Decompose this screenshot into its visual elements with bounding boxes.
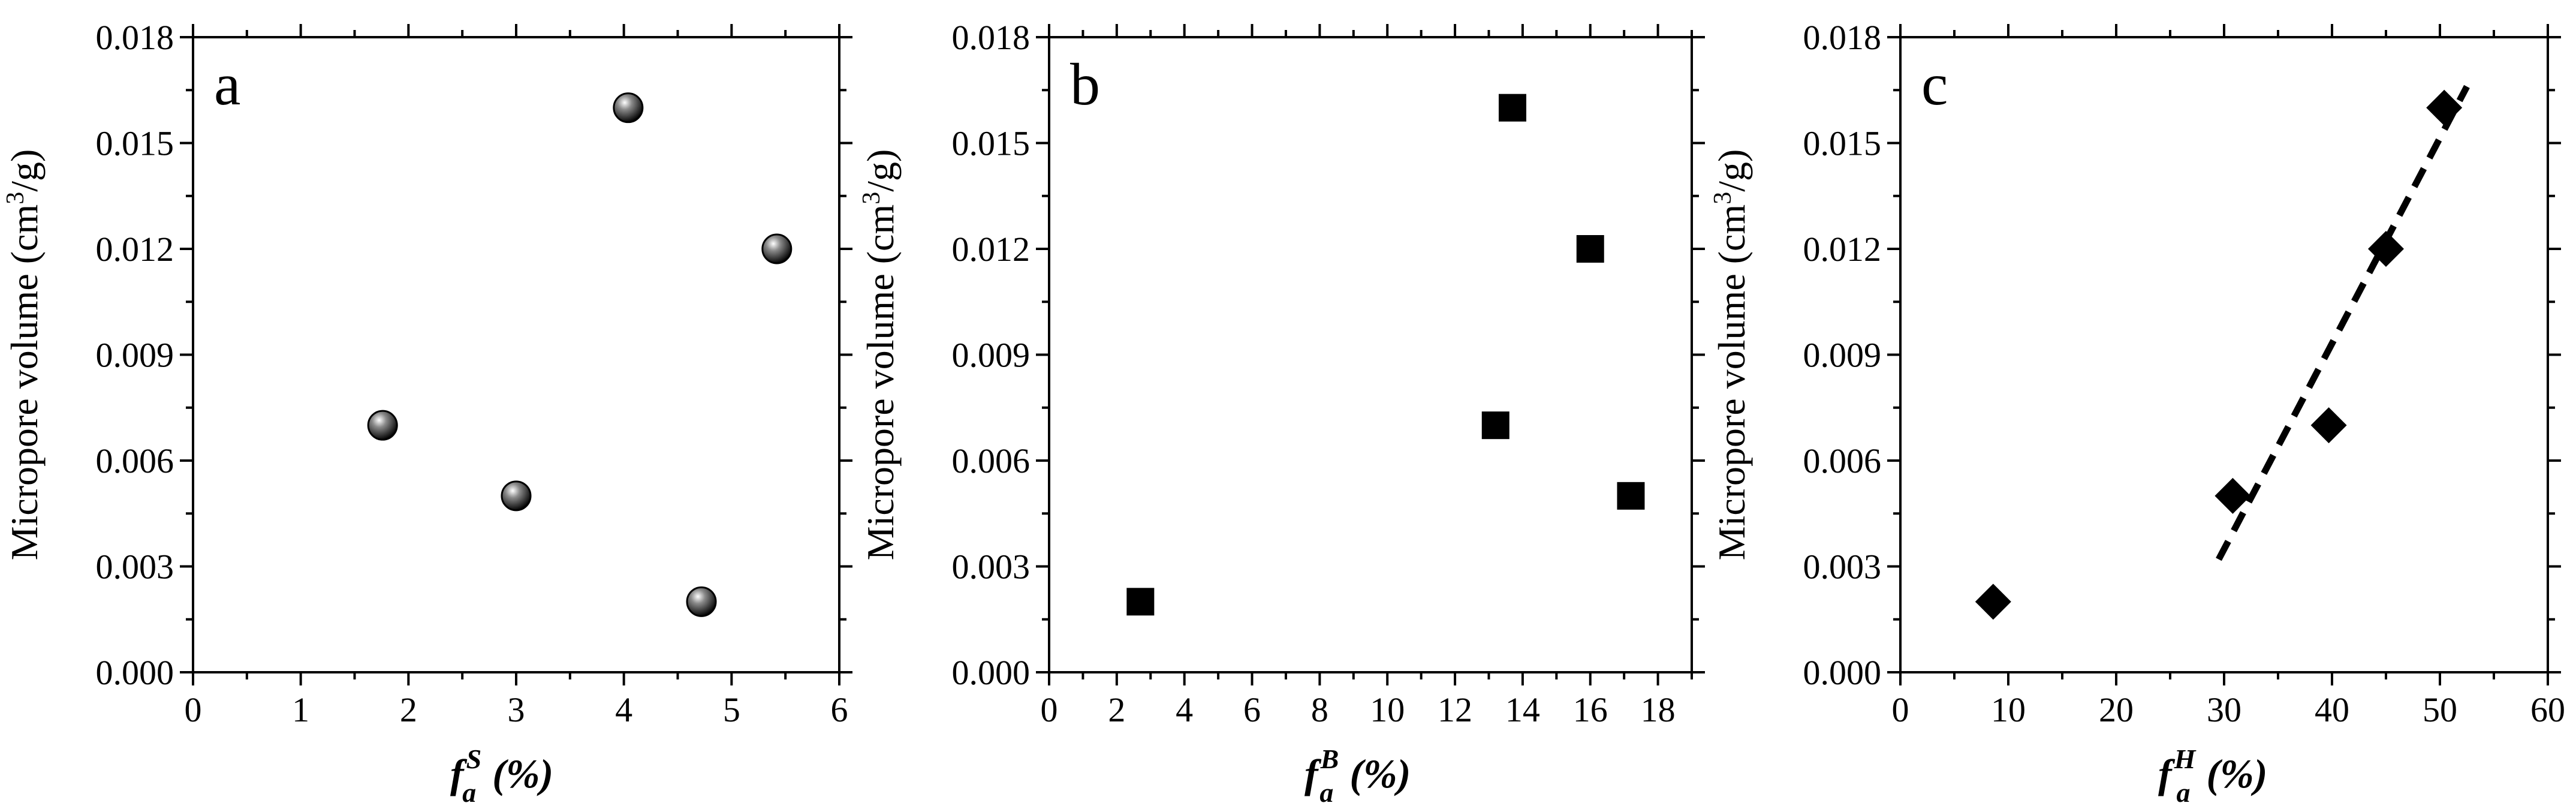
x-tick-label: 14 [1505,690,1540,729]
x-axis-title-symbol: f [2158,751,2176,796]
x-tick-label: 4 [1176,690,1193,729]
x-tick-label: 5 [723,690,740,729]
x-tick-label: 0 [185,690,202,729]
panel-c: 0 10 20 30 40 50 60 0.000 0.003 0.006 0.009 0.012 0.… [1709,18,2565,808]
y-tick-label: 0.018 [952,18,1031,57]
x-axis-title-superscript: S [466,744,482,774]
y-tick-label: 0.018 [96,18,174,57]
y-tick-label: 0.006 [1803,441,1882,480]
x-tick-label: 10 [1370,690,1405,729]
x-tick-label: 0 [1041,690,1058,729]
y-tick-label: 0.009 [952,336,1031,375]
y-tick-label: 0.012 [1803,230,1882,269]
data-point [2310,407,2347,444]
y-tick-label: 0.006 [96,441,174,480]
x-axis-title-superscript: B [1320,744,1339,774]
plot-frame [192,36,840,673]
plot-frame [1899,36,2549,673]
y-tick-label: 0.003 [96,548,174,587]
data-point [501,480,532,512]
data-point [1498,94,1526,122]
y-tick-label: 0.009 [96,336,174,375]
x-tick-label: 18 [1641,690,1676,729]
panel-b: 0 2 4 6 8 10 12 14 16 18 0.000 0.003 0.006 0.009 0.012… [858,18,1705,808]
data-point [1617,482,1645,510]
x-tick-label: 2 [1108,690,1125,729]
y-axis-title-text: Micropore volume (cm [859,204,902,561]
y-axis-title-superscript: 3 [1709,192,1737,204]
y-tick-label: 0.000 [96,653,174,692]
x-tick-label: 1 [292,690,309,729]
y-axis-title-text: Micropore volume (cm [3,204,46,561]
y-axis-title-text: Micropore volume (cm [1710,204,1753,561]
panel-label: a [214,51,240,118]
y-axis-title-unit: /g) [859,149,902,192]
x-tick-label: 60 [2530,690,2565,729]
x-axis-title-subscript: a [462,777,476,808]
y-tick-label: 0.015 [952,124,1031,163]
panel-label: c [1921,51,1948,118]
x-tick-label: 4 [615,690,632,729]
x-axis-title-unit: (%) [482,751,553,796]
x-axis-title: fH a (%) [2158,744,2267,808]
x-tick-label: 20 [2099,690,2134,729]
x-axis-title: fS a (%) [450,744,553,808]
y-axis-title: Micropore volume (cm3/g) [2,149,46,561]
fit-line [2216,85,2470,561]
x-axis-title: fB a (%) [1304,744,1411,808]
x-axis-title-unit: (%) [1339,751,1411,796]
y-tick-label: 0.006 [952,441,1031,480]
y-tick-label: 0.018 [1803,18,1882,57]
x-tick-label: 10 [1991,690,2026,729]
y-axis-title: Micropore volume (cm3/g) [1709,149,1753,561]
data-point [2215,477,2251,514]
data-point [1576,235,1604,263]
y-axis-title: Micropore volume (cm3/g) [858,149,902,561]
data-point [2368,231,2404,267]
x-tick-label: 40 [2315,690,2349,729]
data-point [1481,411,1510,440]
y-axis-title-superscript: 3 [2,192,29,204]
x-tick-label: 30 [2207,690,2241,729]
y-tick-label: 0.015 [1803,124,1882,163]
x-axis-title-subscript: a [2176,777,2190,808]
x-tick-label: 12 [1438,690,1472,729]
data-point [761,233,793,264]
y-axis-title-superscript: 3 [858,192,885,204]
x-tick-label: 50 [2423,690,2457,729]
panel-a: 0 1 2 3 4 5 6 0.000 0.003 0.006 0.009 0.012 0.015 0.0… [2,18,852,808]
data-point [686,586,717,617]
x-axis-title-superscript: H [2174,744,2197,774]
y-tick-label: 0.012 [96,230,174,269]
x-axis-title-unit: (%) [2196,751,2267,796]
x-axis-title-subscript: a [1319,777,1333,808]
y-tick-label: 0.012 [952,230,1031,269]
data-point [2426,89,2463,126]
y-tick-label: 0.000 [1803,653,1882,692]
y-tick-label: 0.003 [1803,548,1882,587]
x-tick-label: 2 [400,690,417,729]
x-tick-label: 6 [1243,690,1261,729]
x-tick-label: 6 [831,690,848,729]
y-tick-label: 0.003 [952,548,1031,587]
x-tick-label: 0 [1892,690,1909,729]
y-tick-label: 0.015 [96,124,174,163]
data-point [613,92,644,124]
x-tick-label: 8 [1311,690,1328,729]
y-tick-label: 0.000 [952,653,1031,692]
y-tick-label: 0.009 [1803,336,1882,375]
y-axis-title-unit: /g) [3,149,46,192]
y-axis-title-unit: /g) [1710,149,1753,192]
x-tick-label: 3 [508,690,525,729]
data-point [1126,588,1155,616]
panel-label: b [1070,51,1100,118]
data-point [1975,584,2011,620]
x-tick-label: 16 [1573,690,1608,729]
plot-frame [1048,36,1693,673]
data-point [367,410,398,441]
